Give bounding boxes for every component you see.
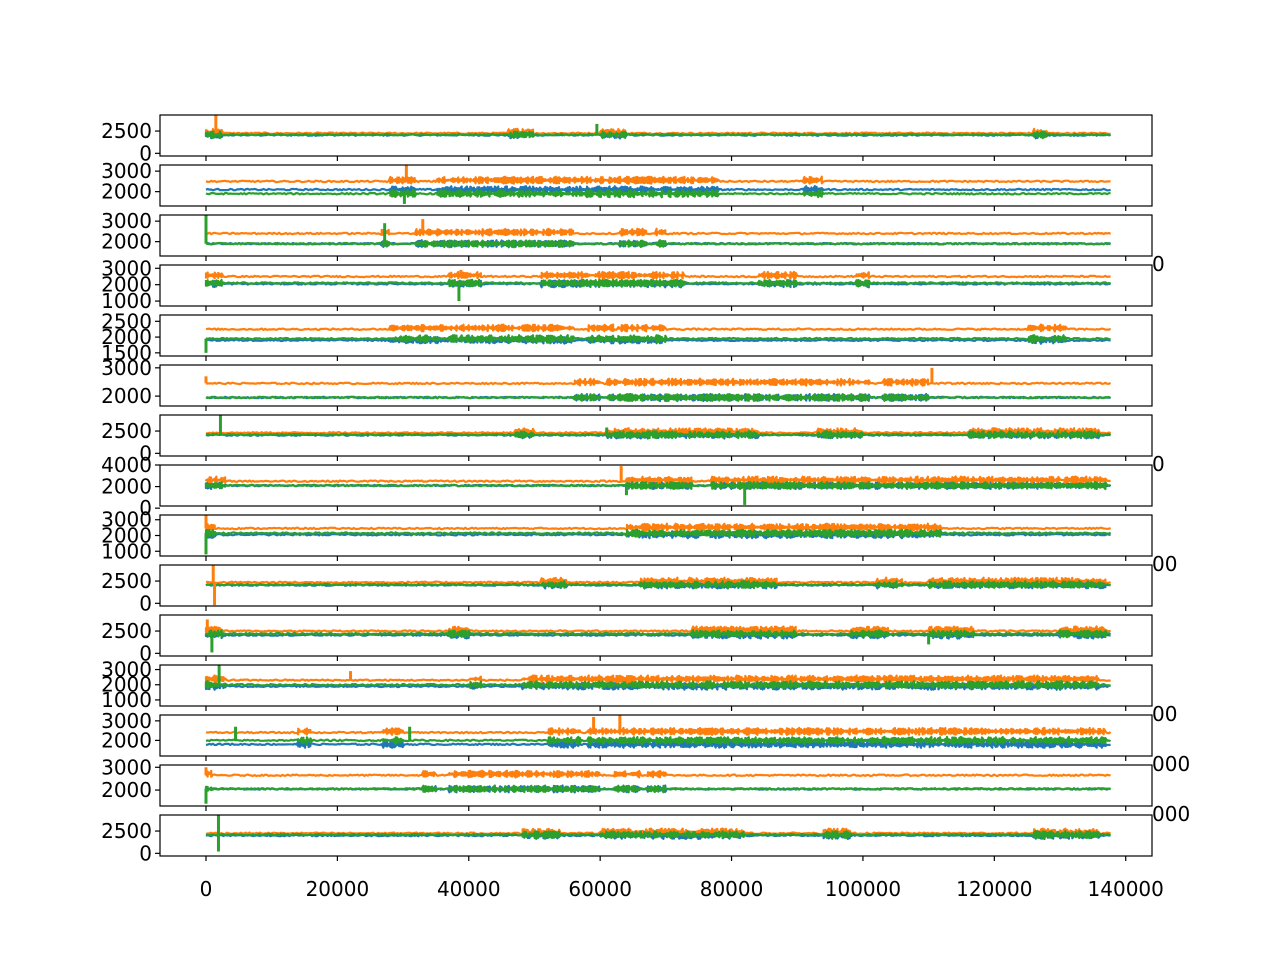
xtick-label: 60000 bbox=[568, 877, 632, 901]
overflow-tick-label: 0 bbox=[1152, 252, 1165, 276]
subplot-1-ytick-label: 2500 bbox=[101, 119, 152, 143]
xtick-label: 140000 bbox=[1088, 877, 1164, 901]
overflow-tick-label: 0 bbox=[1152, 452, 1165, 476]
subplot-7-series-3-line bbox=[205, 430, 1112, 440]
subplot-2-series-2-line bbox=[205, 175, 1111, 185]
subplot-15-frame bbox=[159, 814, 1153, 857]
subplot-3-frame bbox=[159, 214, 1153, 257]
subplot-11-ytick-label: 2500 bbox=[101, 619, 152, 643]
subplot-14-ytick-label: 3000 bbox=[101, 755, 152, 779]
subplot-8-series-3-line bbox=[204, 481, 1112, 491]
subplot-13-frame bbox=[159, 714, 1153, 757]
subplot-12-ytick-label: 2000 bbox=[101, 673, 152, 697]
subplot-10-frame bbox=[159, 564, 1153, 607]
subplot-9-ytick-label: 1000 bbox=[101, 539, 152, 563]
subplot-11-frame bbox=[159, 614, 1153, 657]
xtick-label: 0 bbox=[200, 877, 213, 901]
subplot-2-ytick-label: 2000 bbox=[101, 180, 152, 204]
subplot-8-ytick-label: 0 bbox=[139, 496, 152, 520]
subplot-13-ytick-label: 3000 bbox=[101, 709, 152, 733]
subplot-1-ytick-label: 0 bbox=[139, 141, 152, 165]
subplot-2-series-3-line bbox=[205, 189, 1111, 199]
overflow-tick-label: 00 bbox=[1152, 552, 1177, 576]
subplot-15-ytick-label: 0 bbox=[139, 841, 152, 865]
subplot-3-ytick-label: 2000 bbox=[101, 230, 152, 254]
subplot-15-series-2-line bbox=[205, 827, 1111, 837]
overflow-tick-label: 000 bbox=[1152, 802, 1190, 826]
overflow-tick-label: 000 bbox=[1152, 752, 1190, 776]
subplot-11-series-3-line bbox=[204, 629, 1112, 639]
subplot-9-series-2-line bbox=[204, 522, 1112, 532]
subplot-6-ytick-label: 3000 bbox=[101, 356, 152, 380]
subplot-7-frame bbox=[159, 414, 1153, 457]
subplot-5-frame bbox=[159, 314, 1153, 357]
subplot-12-series-3-line bbox=[204, 680, 1111, 690]
subplot-4-series-3-line bbox=[204, 278, 1112, 288]
subplot-7-ytick-label: 0 bbox=[139, 441, 152, 465]
subplot-12-frame bbox=[159, 664, 1153, 707]
subplot-1-series-3-line bbox=[204, 130, 1111, 140]
subplot-14-ytick-label: 2000 bbox=[101, 778, 152, 802]
subplot-9-ytick-label: 2000 bbox=[101, 524, 152, 548]
subplot-5-series-2-line bbox=[205, 323, 1112, 333]
axes-layer: 0250020003000200030001000200030001500200… bbox=[101, 114, 1153, 865]
subplot-11-ytick-label: 0 bbox=[139, 641, 152, 665]
subplot-9-ytick-label: 3000 bbox=[101, 508, 152, 532]
subplot-8-ytick-label: 2000 bbox=[101, 475, 152, 499]
xtick-label: 40000 bbox=[437, 877, 501, 901]
subplot-13-series-1-line bbox=[205, 739, 1111, 749]
subplot-4-ytick-label: 1000 bbox=[101, 289, 152, 313]
subplot-10-ytick-label: 2500 bbox=[101, 569, 152, 593]
subplot-7-ytick-label: 2500 bbox=[101, 419, 152, 443]
subplot-2-ytick-label: 3000 bbox=[101, 159, 152, 183]
subplot-4-ytick-label: 3000 bbox=[101, 256, 152, 280]
subplot-6-series-2-line bbox=[206, 377, 1112, 387]
subplot-8-frame bbox=[159, 464, 1153, 507]
subplot-15-series-3-line bbox=[205, 830, 1112, 840]
xtick-label: 20000 bbox=[306, 877, 370, 901]
subplot-15-ytick-label: 2500 bbox=[101, 819, 152, 843]
subplot-12-ytick-label: 1000 bbox=[101, 688, 152, 712]
xtick-label: 80000 bbox=[700, 877, 764, 901]
subplot-5-ytick-label: 2000 bbox=[101, 325, 152, 349]
subplot-13-series-3-line bbox=[205, 735, 1111, 745]
subplot-14-frame bbox=[159, 764, 1153, 807]
subplot-14-series-2-line bbox=[204, 769, 1111, 779]
subplot-4-series-2-line bbox=[204, 270, 1111, 280]
subplot-10-series-3-line bbox=[205, 580, 1111, 590]
subplot-5-ytick-label: 2500 bbox=[101, 309, 152, 333]
subplot-6-frame bbox=[159, 364, 1153, 407]
subplot-5-series-3-line bbox=[205, 334, 1111, 344]
subplot-5-ytick-label: 1500 bbox=[101, 341, 152, 365]
subplot-14-series-3-line bbox=[204, 784, 1112, 794]
subplot-12-ytick-label: 3000 bbox=[101, 658, 152, 682]
series-layer bbox=[204, 115, 1112, 852]
subplot-8-ytick-label: 4000 bbox=[101, 453, 152, 477]
subplot-2-frame bbox=[159, 164, 1153, 207]
subplot-3-ytick-label: 3000 bbox=[101, 209, 152, 233]
xtick-label: 100000 bbox=[825, 877, 901, 901]
subplot-11-series-2-line bbox=[204, 625, 1112, 635]
overflow-tick-label: 00 bbox=[1152, 702, 1177, 726]
subplot-13-ytick-label: 2000 bbox=[101, 728, 152, 752]
subplot-8-series-2-line bbox=[204, 475, 1111, 485]
subplot-4-ytick-label: 2000 bbox=[101, 273, 152, 297]
subplot-9-series-3-line bbox=[204, 528, 1112, 538]
subplot-13-series-2-line bbox=[205, 726, 1112, 736]
subplot-4-frame bbox=[159, 264, 1153, 307]
subplot-6-series-3-line bbox=[205, 393, 1112, 403]
subplot-1-frame bbox=[159, 114, 1153, 157]
subplot-12-series-2-line bbox=[204, 674, 1111, 684]
subplot-6-ytick-label: 2000 bbox=[101, 384, 152, 408]
subplot-10-ytick-label: 0 bbox=[139, 591, 152, 615]
xtick-label: 120000 bbox=[956, 877, 1032, 901]
